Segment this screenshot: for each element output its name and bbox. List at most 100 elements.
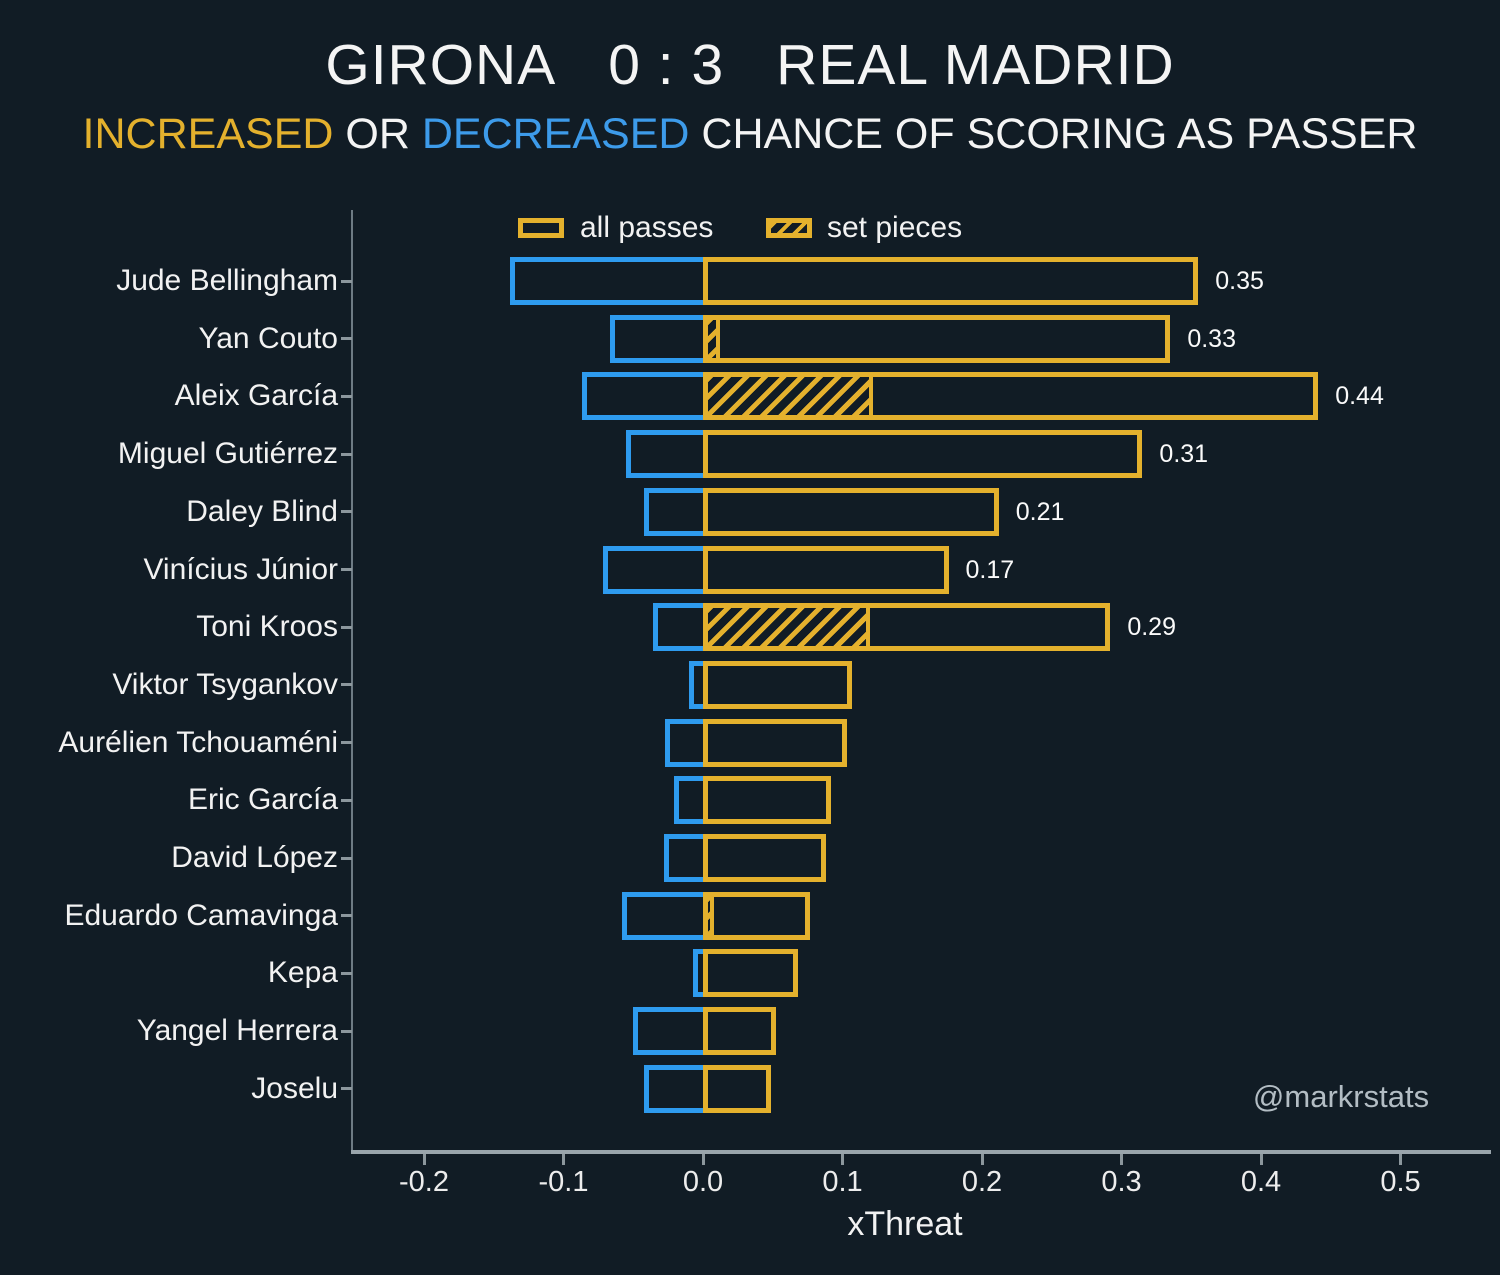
y-tick xyxy=(341,798,352,802)
title-away-team: REAL MADRID xyxy=(776,33,1175,97)
player-name: Yangel Herrera xyxy=(136,1014,338,1048)
bar-increase-5 xyxy=(703,545,949,594)
y-tick xyxy=(341,510,352,514)
x-tick-label: 0.5 xyxy=(1380,1166,1421,1198)
x-axis-label: xThreat xyxy=(847,1205,963,1243)
y-tick xyxy=(341,971,352,975)
x-tick-label: 0.0 xyxy=(682,1166,724,1198)
value-label: 0.44 xyxy=(1335,382,1384,411)
player-name: Eduardo Camavinga xyxy=(64,898,338,932)
y-tick xyxy=(341,625,352,629)
y-tick xyxy=(341,856,352,860)
bar-decrease-4 xyxy=(644,487,708,536)
x-tick xyxy=(1259,1154,1263,1165)
y-axis-spine xyxy=(351,210,353,1152)
y-tick xyxy=(341,452,352,456)
y-tick xyxy=(341,683,352,687)
subtitle-or: OR xyxy=(333,110,422,158)
y-tick xyxy=(341,741,352,745)
bar-increase-4 xyxy=(703,487,999,536)
x-tick-label: 0.1 xyxy=(822,1166,863,1198)
bar-decrease-10 xyxy=(663,834,708,882)
subtitle-decreased: DECREASED xyxy=(421,110,690,158)
value-label: 0.35 xyxy=(1215,267,1264,295)
bar-decrease-14 xyxy=(644,1064,708,1113)
value-label: 0.21 xyxy=(1015,497,1065,526)
bar-increase-12 xyxy=(703,949,798,998)
bar-increase-3 xyxy=(703,430,1143,479)
bar-decrease-5 xyxy=(602,545,708,594)
bar-increase-8 xyxy=(703,718,847,767)
bar-increase-13 xyxy=(703,1007,776,1056)
player-name: Kepa xyxy=(267,956,338,990)
x-tick xyxy=(980,1154,984,1165)
bar-increase-9 xyxy=(703,776,832,825)
x-tick xyxy=(1399,1154,1402,1165)
bar-increase-11 xyxy=(703,891,811,940)
value-label: 0.33 xyxy=(1187,324,1236,353)
bar-set-piece-11 xyxy=(703,891,715,940)
y-tick xyxy=(341,1029,352,1033)
bar-set-piece-1 xyxy=(703,314,720,363)
bar-increase-14 xyxy=(703,1064,772,1113)
x-tick xyxy=(422,1154,426,1165)
player-name: Aurélien Tchouaméni xyxy=(58,725,338,759)
player-name: Miguel Gutiérrez xyxy=(117,437,338,471)
legend-label-set-pieces: set pieces xyxy=(827,211,963,244)
value-label: 0.17 xyxy=(965,555,1015,584)
y-tick xyxy=(341,914,352,918)
subtitle-rest: CHANCE OF SCORING AS PASSER xyxy=(689,110,1418,158)
y-tick xyxy=(341,337,352,341)
bar-decrease-6 xyxy=(652,603,708,652)
value-label: 0.31 xyxy=(1159,440,1209,469)
title-score: 0 : 3 xyxy=(608,33,725,97)
bar-decrease-2 xyxy=(581,372,708,421)
bar-increase-1 xyxy=(703,314,1171,363)
y-tick xyxy=(341,279,352,283)
x-tick-label: 0.3 xyxy=(1101,1166,1142,1198)
chart-subtitle: INCREASED OR DECREASED CHANCE OF SCORING… xyxy=(0,110,1500,159)
player-name: Vinícius Júnior xyxy=(143,552,338,586)
x-tick-label: 0.4 xyxy=(1240,1166,1282,1198)
player-name: Aleix García xyxy=(174,379,338,413)
bar-set-piece-2 xyxy=(703,372,874,421)
watermark: @markrstats xyxy=(1252,1079,1430,1114)
x-tick-label: -0.1 xyxy=(538,1166,589,1198)
player-name: Joselu xyxy=(251,1071,338,1105)
bar-decrease-8 xyxy=(665,718,708,767)
bar-increase-10 xyxy=(703,834,826,882)
legend-swatch-all-passes xyxy=(518,218,564,238)
subtitle-increased: INCREASED xyxy=(82,110,334,158)
x-tick xyxy=(841,1154,844,1165)
bar-decrease-3 xyxy=(626,430,708,479)
player-name: David López xyxy=(171,841,338,874)
player-name: Eric García xyxy=(187,783,338,817)
y-tick xyxy=(341,568,352,571)
bar-increase-7 xyxy=(703,660,853,709)
bar-decrease-11 xyxy=(622,891,708,940)
player-name: Yan Couto xyxy=(198,321,338,355)
x-axis-line xyxy=(351,1150,1491,1154)
legend-swatch-set-pieces xyxy=(766,218,812,238)
player-name: Daley Blind xyxy=(186,494,338,528)
y-tick xyxy=(341,1087,352,1091)
title-home-team: GIRONA xyxy=(325,33,557,97)
player-name: Toni Kroos xyxy=(196,610,338,644)
bar-increase-0 xyxy=(703,257,1199,305)
x-tick-label: 0.2 xyxy=(961,1166,1003,1198)
bar-decrease-0 xyxy=(510,257,708,305)
page-title: GIRONA 0 : 3 REAL MADRID xyxy=(0,30,1500,100)
x-tick-label: -0.2 xyxy=(399,1166,449,1198)
bar-set-piece-6 xyxy=(703,603,871,652)
player-name: Viktor Tsygankov xyxy=(112,667,338,701)
legend-label-all-passes: all passes xyxy=(580,211,714,244)
x-tick xyxy=(1120,1154,1123,1165)
y-tick xyxy=(341,394,352,398)
x-tick xyxy=(701,1154,705,1165)
x-tick xyxy=(562,1154,565,1165)
player-name: Jude Bellingham xyxy=(116,264,338,297)
bar-decrease-1 xyxy=(609,314,708,363)
bar-decrease-13 xyxy=(633,1007,708,1056)
value-label: 0.29 xyxy=(1127,613,1176,642)
